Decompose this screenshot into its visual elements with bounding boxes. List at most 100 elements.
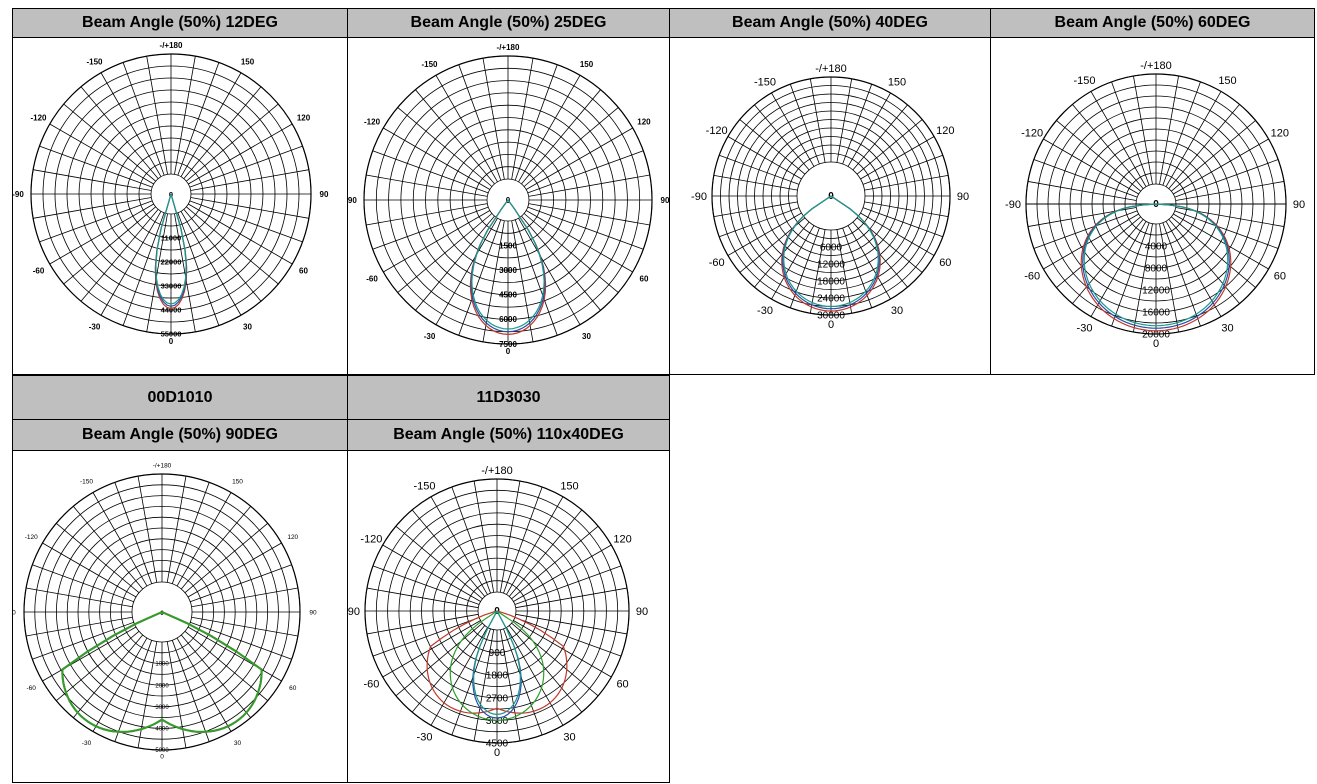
grid-spoke	[1159, 75, 1179, 185]
grid-spoke	[513, 544, 612, 602]
angle-label: 60	[616, 678, 628, 690]
angle-label: -150	[421, 60, 438, 69]
series-group	[426, 610, 568, 721]
grid-spoke	[188, 203, 293, 265]
radial-tick: 55000	[161, 330, 182, 339]
radial-tick: 3000	[499, 266, 517, 275]
grid-spoke	[189, 200, 303, 243]
angle-label: 150	[888, 77, 906, 89]
series-line	[471, 199, 545, 330]
grid-spoke	[174, 213, 196, 332]
grid-spoke	[382, 620, 481, 678]
series-group	[154, 193, 188, 310]
series-line	[781, 195, 881, 312]
grid-spoke	[847, 92, 891, 167]
series-line	[61, 611, 263, 733]
grid-spoke	[137, 476, 158, 583]
grid-spoke	[1043, 138, 1139, 195]
grid-spoke	[511, 220, 534, 342]
grid-spoke	[458, 219, 502, 336]
grid-spoke	[1072, 219, 1144, 304]
radial-tick: 1500	[499, 241, 517, 250]
grid-spoke	[39, 200, 153, 243]
grid-spoke	[1133, 223, 1153, 333]
grid-spoke	[63, 206, 156, 285]
radial-tick-labels: 4000 8000 12000 16000 20000	[1142, 242, 1170, 341]
radial-tick: 1800	[486, 671, 509, 682]
grid-spoke	[521, 89, 601, 185]
grid-spoke	[842, 227, 873, 308]
angle-label: 60	[289, 685, 297, 692]
angle-label: -150	[413, 480, 435, 492]
grid-spoke	[100, 72, 162, 177]
grid-spoke	[809, 229, 826, 314]
grid-spoke	[187, 626, 282, 682]
grid	[23, 473, 301, 751]
angle-labels: -/+180 -150 150 -120 120 -90 90 -60 60 -30 30 0	[348, 465, 648, 759]
grid-spoke	[49, 123, 154, 185]
grid-spoke	[430, 627, 488, 726]
series-line	[426, 610, 568, 714]
grid-spoke	[754, 104, 810, 171]
grid-spoke	[719, 154, 800, 185]
grid-spoke	[521, 215, 601, 311]
grid-spoke	[92, 492, 148, 587]
grid-spoke	[514, 219, 558, 336]
radial-tick: 6000	[499, 315, 517, 324]
grid-spoke	[146, 213, 168, 332]
grid-spoke	[860, 136, 935, 180]
series-line	[1082, 203, 1230, 329]
grid-spoke	[528, 203, 650, 226]
grid-spoke	[176, 637, 232, 732]
grid-spoke	[166, 641, 187, 748]
radial-tick: 44000	[161, 306, 182, 315]
angle-label: 60	[640, 274, 649, 283]
grid-spoke	[852, 104, 908, 171]
grid-spoke	[1171, 120, 1256, 192]
angle-label: 0	[169, 337, 174, 346]
grid-spoke	[80, 209, 159, 302]
angle-label: -60	[709, 257, 725, 269]
angle-label: -90	[348, 196, 357, 205]
polar-chart-25deg: -/+180-150150-120120-9090-6060-303000150…	[348, 43, 670, 356]
angle-label: -120	[706, 125, 728, 137]
grid-spoke	[1072, 104, 1144, 189]
angle-label: -120	[30, 113, 47, 122]
grid-spoke	[523, 213, 619, 293]
angle-label: 120	[287, 534, 298, 541]
grid-spoke	[862, 207, 943, 238]
chart-cell-60deg: -/+180 -150 150 -120 120 -90 90 -60 60 -30 30 0 0 400…	[990, 37, 1315, 375]
grid-spoke	[187, 542, 282, 598]
grid-spoke	[63, 103, 156, 182]
grid-spoke	[383, 127, 491, 190]
angle-label: 60	[299, 266, 308, 275]
grid-spoke	[435, 75, 498, 183]
grid-spoke	[171, 482, 210, 584]
grid-spoke	[525, 210, 633, 273]
polar-chart-12deg: -/+180-150 150-120 120-90 90-60 60-30 3000110…	[13, 41, 329, 346]
grid-spoke	[514, 617, 622, 657]
series-group	[61, 611, 263, 733]
radial-tick: 2700	[486, 693, 509, 704]
grid	[1025, 73, 1287, 335]
grid-spoke	[1159, 223, 1179, 333]
grid-spoke	[382, 544, 481, 602]
grid-spoke	[789, 84, 820, 165]
radial-tick: 16000	[1142, 308, 1170, 319]
grid-spoke	[56, 630, 140, 702]
angle-label: 90	[957, 191, 969, 203]
grid-spoke	[383, 210, 491, 273]
angle-label: -30	[417, 731, 433, 743]
radial-tick-labels: 6000 12000 18000 24000 30000	[817, 243, 845, 322]
angle-label: 0	[160, 754, 164, 761]
grid-spoke	[174, 56, 196, 175]
grid-spoke	[190, 197, 309, 219]
grid-spoke	[137, 641, 158, 748]
radial-tick: 3600	[486, 716, 509, 727]
grid-spoke	[511, 58, 534, 180]
grid-spoke	[864, 201, 949, 218]
grid-spoke	[190, 621, 292, 660]
grid-spoke	[856, 119, 923, 175]
grid-spoke	[503, 486, 543, 594]
grid-spoke	[1043, 213, 1139, 270]
